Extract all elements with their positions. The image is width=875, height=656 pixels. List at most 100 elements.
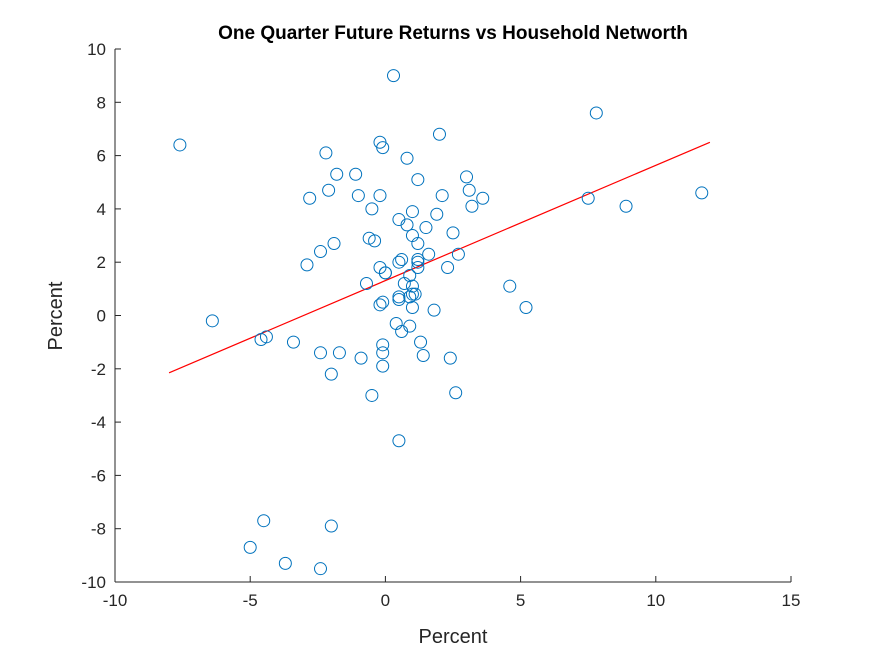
data-point: [378, 266, 392, 280]
data-point: [257, 514, 271, 528]
y-tick-label: 0: [97, 307, 106, 326]
data-point: [359, 277, 373, 291]
data-point: [376, 359, 390, 373]
data-point: [400, 218, 414, 232]
data-point: [589, 106, 603, 120]
y-tick-label: -10: [81, 573, 106, 592]
data-point: [446, 226, 460, 240]
data-point: [395, 253, 409, 267]
y-tick-label: 4: [97, 200, 106, 219]
data-point: [327, 237, 341, 251]
data-point: [314, 562, 328, 576]
y-tick-label: -6: [91, 466, 106, 485]
data-point: [373, 189, 387, 203]
data-point: [368, 234, 382, 248]
data-point: [405, 205, 419, 219]
data-point: [205, 314, 219, 328]
data-point: [435, 189, 449, 203]
data-point: [365, 202, 379, 216]
data-point: [411, 237, 425, 251]
data-point: [427, 303, 441, 317]
data-point: [314, 245, 328, 259]
data-point: [451, 247, 465, 261]
y-tick-label: -4: [91, 413, 106, 432]
data-point: [403, 269, 417, 283]
y-tick-label: 10: [87, 40, 106, 59]
data-point: [330, 167, 344, 181]
data-point: [503, 279, 517, 293]
data-point: [314, 346, 328, 360]
y-tick-label: 8: [97, 93, 106, 112]
data-point: [403, 319, 417, 333]
data-point: [349, 167, 363, 181]
data-point: [419, 221, 433, 235]
y-tick-label: -8: [91, 520, 106, 539]
data-point: [416, 348, 430, 362]
data-point: [695, 186, 709, 200]
y-tick-label: 6: [97, 147, 106, 166]
x-tick-label: 0: [381, 591, 390, 610]
data-point: [324, 519, 338, 533]
data-point: [319, 146, 333, 160]
data-point: [392, 293, 406, 307]
data-point: [173, 138, 187, 152]
fit-line: [168, 141, 711, 374]
x-tick-label: 10: [646, 591, 665, 610]
data-point: [354, 351, 368, 365]
data-point: [387, 69, 401, 83]
data-point: [476, 191, 490, 205]
y-tick-label: 2: [97, 253, 106, 272]
data-point: [243, 540, 257, 554]
data-point: [432, 127, 446, 141]
data-point: [465, 199, 479, 213]
x-axis-label: Percent: [419, 626, 488, 648]
data-point: [430, 207, 444, 221]
data-point: [411, 255, 425, 269]
data-point: [422, 247, 436, 261]
x-tick-label: -5: [243, 591, 258, 610]
data-point: [373, 261, 387, 275]
data-point: [581, 191, 595, 205]
data-point: [619, 199, 633, 213]
data-point: [411, 261, 425, 275]
data-point: [392, 434, 406, 448]
data-point: [400, 151, 414, 165]
y-axis-label: Percent: [45, 281, 67, 350]
markers-group: [173, 69, 709, 576]
data-point: [411, 253, 425, 267]
data-point: [322, 183, 336, 197]
chart-title: One Quarter Future Returns vs Household …: [218, 23, 688, 44]
data-point: [441, 261, 455, 275]
data-point: [351, 189, 365, 203]
x-tick-label: -10: [103, 591, 128, 610]
data-point: [376, 141, 390, 155]
data-point: [408, 287, 422, 301]
x-tick-label: 5: [516, 591, 525, 610]
y-tick-label: -2: [91, 360, 106, 379]
fit-line-group: [168, 141, 711, 374]
data-point: [278, 556, 292, 570]
data-point: [519, 301, 533, 315]
data-point: [405, 301, 419, 315]
data-point: [411, 173, 425, 187]
data-point: [365, 388, 379, 402]
data-point: [286, 335, 300, 349]
data-point: [460, 170, 474, 184]
data-point: [392, 290, 406, 304]
data-point: [303, 191, 317, 205]
data-point: [405, 279, 419, 293]
data-point: [462, 183, 476, 197]
data-point: [449, 386, 463, 400]
data-point: [392, 255, 406, 269]
data-point: [300, 258, 314, 272]
data-point: [443, 351, 457, 365]
data-point: [376, 346, 390, 360]
data-point: [259, 330, 273, 344]
data-point: [376, 338, 390, 352]
data-point: [324, 367, 338, 381]
axes: -10 -5 0 5 10 15 -10 -8 -6 -4 -2 0 2 4 6 8 10: [81, 40, 800, 610]
data-point: [373, 298, 387, 312]
data-point: [414, 335, 428, 349]
